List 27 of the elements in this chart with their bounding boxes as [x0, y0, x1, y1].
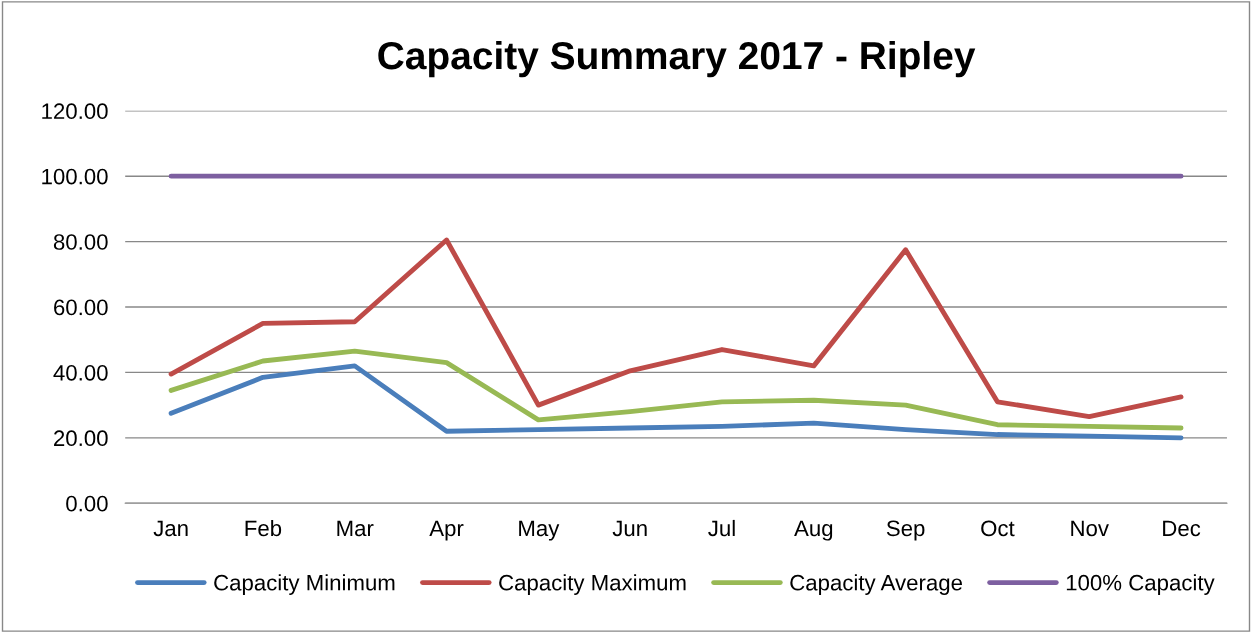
- y-tick-label: 60.00: [54, 299, 108, 316]
- x-tick-label: Feb: [245, 519, 282, 537]
- x-tick-label: Apr: [429, 520, 464, 541]
- x-tick-label: Aug: [794, 520, 833, 541]
- chart-title: Capacity Summary 2017 - Ripley: [378, 40, 976, 78]
- x-tick-label: Jun: [612, 520, 647, 537]
- legend-label: Capacity Maximum: [499, 574, 686, 595]
- y-tick-label: 20.00: [54, 430, 108, 447]
- x-tick-label: Sep: [886, 520, 925, 541]
- x-tick-label: Nov: [1071, 520, 1109, 537]
- x-tick-label: Oct: [981, 520, 1015, 537]
- line-series: [168, 237, 1184, 419]
- y-tick-label: 40.00: [53, 364, 108, 381]
- x-tick-label: Jan: [153, 520, 188, 537]
- legend-label: 100% Capacity: [1066, 574, 1215, 595]
- legend-label: Capacity Minimum: [214, 574, 395, 595]
- line-series: [168, 348, 1184, 431]
- y-tick-label: 0.00: [66, 495, 108, 512]
- y-tick-label: 80.00: [53, 234, 108, 250]
- y-tick-label: 100.00: [42, 168, 108, 185]
- x-tick-label: Jul: [708, 519, 735, 537]
- x-tick-label: Mar: [337, 520, 374, 537]
- x-tick-label: May: [519, 520, 560, 541]
- y-tick-label: 120.00: [42, 103, 108, 120]
- legend-label: Capacity Average: [790, 574, 962, 595]
- line-series: [168, 363, 1184, 441]
- x-tick-label: Dec: [1163, 520, 1201, 537]
